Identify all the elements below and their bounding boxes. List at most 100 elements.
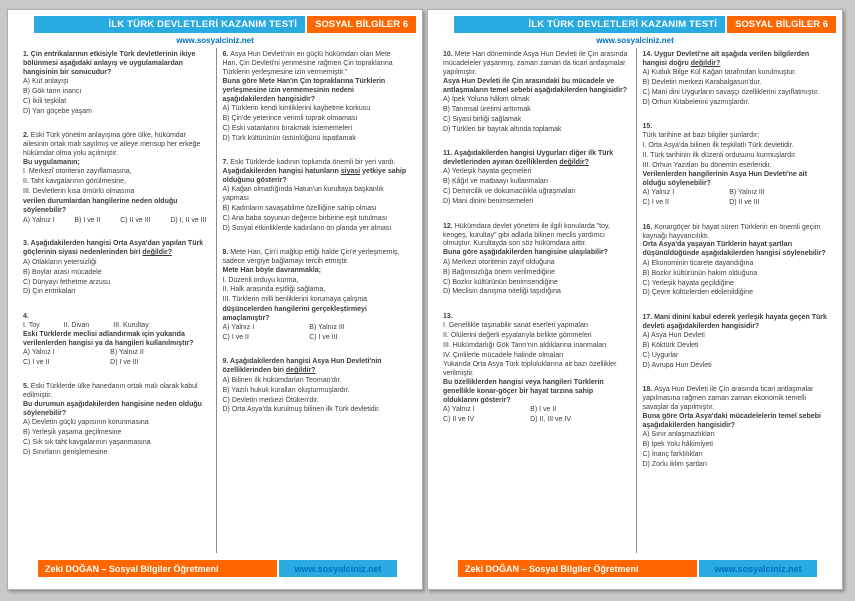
header-subject-badge: SOSYAL BİLGİLER 6: [727, 16, 836, 33]
text-run: Bu durumun aşağıdakilerden hangisine ned…: [23, 401, 202, 417]
answer-option: C) Ana baba soyunun değerce birbirine eş…: [222, 215, 388, 222]
test-page-1: İLK TÜRK DEVLETLERİ KAZANIM TESTİ SOSYAL …: [7, 9, 423, 590]
text-run: Asya Hun Devleti ile Çin arasındaki bu m…: [443, 77, 628, 94]
answer-options: A) Merkezi otoritenin zayıf olduğuna B) B…: [443, 258, 629, 298]
roman-items: I. Merkezî otoritenin zayıflamasına, II. …: [23, 168, 209, 198]
answer-option: C) Siyasi birliği sağlamak: [443, 115, 522, 123]
answer-option: A) Yalnız I: [23, 348, 55, 356]
answer-option: D) Meclisin danışma niteliği taşıdığına: [443, 288, 561, 296]
text-run: 12.: [443, 222, 455, 230]
text-run: Yukarıda Orta Asya Türk topluluklarına a…: [443, 361, 617, 378]
text-run: Eski Türk yönetim anlayışına göre ülke, …: [23, 132, 201, 158]
answer-option: B) Bozkır kültürünün hakim olduğuna: [642, 269, 758, 277]
answer-option: B) Yalnız III: [729, 189, 765, 197]
answer-options: A) Yalnız I B) I ve II C) II ve III D) I, I…: [23, 216, 209, 226]
answer-option: D) Sosyal etkinliklerde kadınların ön pl…: [222, 224, 392, 232]
answer-options: A) Yerleşik hayata geçmeleri B) Kâğıt ve …: [443, 168, 629, 208]
text-run: 10.: [443, 51, 455, 58]
question-columns: 10. Mete Han döneminde Asya Hun Devleti …: [437, 48, 834, 553]
answer-option: B) Devletin merkezi Karabalgasun'dur.: [642, 79, 762, 87]
footer-website-text: www.sosyalciniz.net: [279, 560, 397, 577]
question-paragraph: 14. Uygur Devleti'ne ait aşağıda verilen…: [643, 51, 828, 69]
header-subject-badge: SOSYAL BİLGİLER 6: [307, 16, 416, 33]
answer-option: C) Sık sık taht kavgalarının yaşanmasına: [23, 439, 151, 447]
footer-author-bar: Zeki DOĞAN – Sosyal Bilgiler Öğretmeni: [458, 560, 697, 577]
test-page-2: İLK TÜRK DEVLETLERİ KAZANIM TESTİ SOSYAL …: [427, 9, 843, 590]
question-paragraph: verilen durumlardan hangilerine neden ol…: [23, 198, 209, 216]
roman-item: I. Toy: [23, 321, 40, 329]
text-run: Eski Türklerde meclisi adlandırmak için …: [23, 330, 194, 347]
answer-option: C) İkili teşkilat: [23, 98, 67, 106]
text-run: 4.: [23, 312, 29, 320]
question-paragraph: düşüncelerden hangilerini gerçekleştirme…: [223, 306, 408, 324]
answer-option: A) Ekonominin ticarete dayandığına: [642, 259, 754, 267]
roman-item: III. Türklerin milli benliklerini koruma…: [222, 296, 368, 304]
question-18: 18. Asya Hun Devleti ile Çin arasında ti…: [643, 386, 828, 470]
answer-option: A) Yalnız I: [642, 189, 675, 197]
text-run: 13.: [443, 312, 453, 320]
question-column-1: 1. Çin entrikalarının etkisiyle Türk dev…: [17, 48, 216, 553]
answer-option: C) I ve III: [309, 333, 338, 341]
text-run: Asya Hun Devleti ile Çin arasında ticari…: [642, 386, 814, 412]
question-paragraph: 3. Aşağıdakilerden hangisi Orta Asya'dan…: [23, 240, 209, 258]
question-paragraph: 16. Konargöçer bir hayat süren Türklerin…: [643, 224, 828, 242]
roman-items: I. Düzenli orduyu kurma, II. Halk arasınd…: [223, 276, 408, 306]
text-run: değildir?: [285, 367, 316, 375]
text-run: Mete Han döneminde Asya Hun Devleti ile …: [443, 51, 628, 76]
text-run: Türk tarihine ait bazı bilgiler şunlardı…: [642, 132, 760, 140]
roman-items: I. Genellikle taşınabilir sanat eserleri…: [443, 322, 629, 362]
question-paragraph: 4.: [23, 313, 209, 322]
answer-option: B) Kâğıt ve matbaayı kullanmaları: [443, 178, 549, 186]
header-title-bar: İLK TÜRK DEVLETLERİ KAZANIM TESTİ: [34, 16, 306, 33]
text-run: 6.: [222, 51, 231, 58]
answer-option: A) Devletin güçlü yapısının korunmasına: [23, 419, 149, 427]
text-run: 11. Aşağıdakilerden hangisi Uygurları di…: [443, 150, 614, 167]
text-run: düşüncelerden hangilerini gerçekleştirme…: [222, 305, 367, 322]
page-footer: Zeki DOĞAN – Sosyal Bilgiler Öğretmeni ww…: [38, 560, 397, 577]
answer-option: D) Çevre kültürlerden etkilenildiğine: [642, 289, 754, 297]
answer-option: D) Türk kültürünün üstünlüğünü ispatlama…: [222, 134, 356, 142]
answer-option: C) Uygurlar: [642, 351, 679, 359]
question-2: 2. Eski Türk yönetim anlayışına göre ülk…: [23, 132, 209, 225]
answer-option: A) Otlakların yetersizliği: [23, 258, 97, 266]
text-run: değildir?: [142, 249, 172, 257]
header-website-text: www.sosyalciniz.net: [176, 36, 254, 45]
question-paragraph: Yukarıda Orta Asya Türk topluluklarına a…: [443, 361, 629, 379]
question-paragraph: Türk tarihine ait bazı bilgiler şunlardı…: [643, 132, 828, 141]
question-column-1: 10. Mete Han döneminde Asya Hun Devleti …: [437, 48, 636, 553]
question-paragraph: 6. Asya Hun Devleti'nin en güçlü hükümda…: [223, 51, 408, 78]
answer-option: C) II ve IV: [443, 416, 475, 424]
header-title-bar: İLK TÜRK DEVLETLERİ KAZANIM TESTİ: [454, 16, 726, 33]
question-paragraph: Verilenlerden hangilerinin Asya Hun Devl…: [643, 171, 828, 189]
question-paragraph: Orta Asya'da yaşayan Türklerin hayat şar…: [643, 241, 828, 259]
answer-option: A) Kağan olmadığında Hatun'un kurultaya …: [222, 186, 384, 203]
text-run: 15.: [642, 123, 653, 131]
answer-option: C) II ve III: [120, 216, 151, 224]
question-paragraph: Bu uygulamanın;: [23, 159, 209, 168]
roman-item: II. Halk arasında eşitliği sağlama,: [222, 286, 326, 294]
answer-option: D) Orhun Kitabelerini yazmışlardır.: [642, 99, 750, 107]
answer-option: C) İnanç farklılıkları: [642, 451, 703, 459]
footer-author-bar: Zeki DOĞAN – Sosyal Bilgiler Öğretmeni: [38, 560, 277, 577]
text-run: yetkiye sahip olduğunu gösterir?: [222, 167, 407, 184]
answer-option: A) Kut anlayışı: [23, 78, 69, 86]
question-15: 15. Türk tarihine ait bazı bilgiler şunla…: [643, 123, 828, 208]
text-run: 14. Uygur Devleti'ne ait aşağıda verilen…: [642, 51, 810, 67]
answer-option: B) Yerleşik yaşama geçilmesine: [23, 429, 122, 437]
answer-option: A) Yerleşik hayata geçmeleri: [443, 168, 532, 176]
header-website-text: www.sosyalciniz.net: [596, 36, 674, 45]
answer-option: A) Kutluk Bilge Kül Kağan tarafından kur…: [642, 69, 797, 77]
answer-options: A) Kut anlayışı B) Gök tanrı inancı C) İki…: [23, 78, 209, 118]
text-run: 5.: [23, 383, 31, 391]
roman-item: II. Türk tarihinin ilk düzenli ordusunu …: [642, 151, 797, 159]
question-paragraph: Bu özelliklerden hangisi veya hangileri …: [443, 379, 629, 406]
answer-option: D) Mani dinini benimsemeleri: [443, 198, 534, 206]
roman-items: I. Toy II. Divan III. Kurultay: [23, 322, 209, 331]
text-run: 8.: [222, 249, 231, 257]
answer-option: D) Orta Asya'da kurulmuş bilinen ilk Tür…: [222, 406, 381, 414]
answer-option: B) Kadınların savaşabilme özelliğine sah…: [222, 205, 377, 213]
question-paragraph: 13.: [443, 313, 629, 322]
answer-option: D) I ve III: [110, 358, 139, 366]
answer-option: D) I, II ve III: [170, 216, 207, 224]
answer-option: B) Çin'de yeterince verimli toprak olmam…: [222, 114, 358, 122]
